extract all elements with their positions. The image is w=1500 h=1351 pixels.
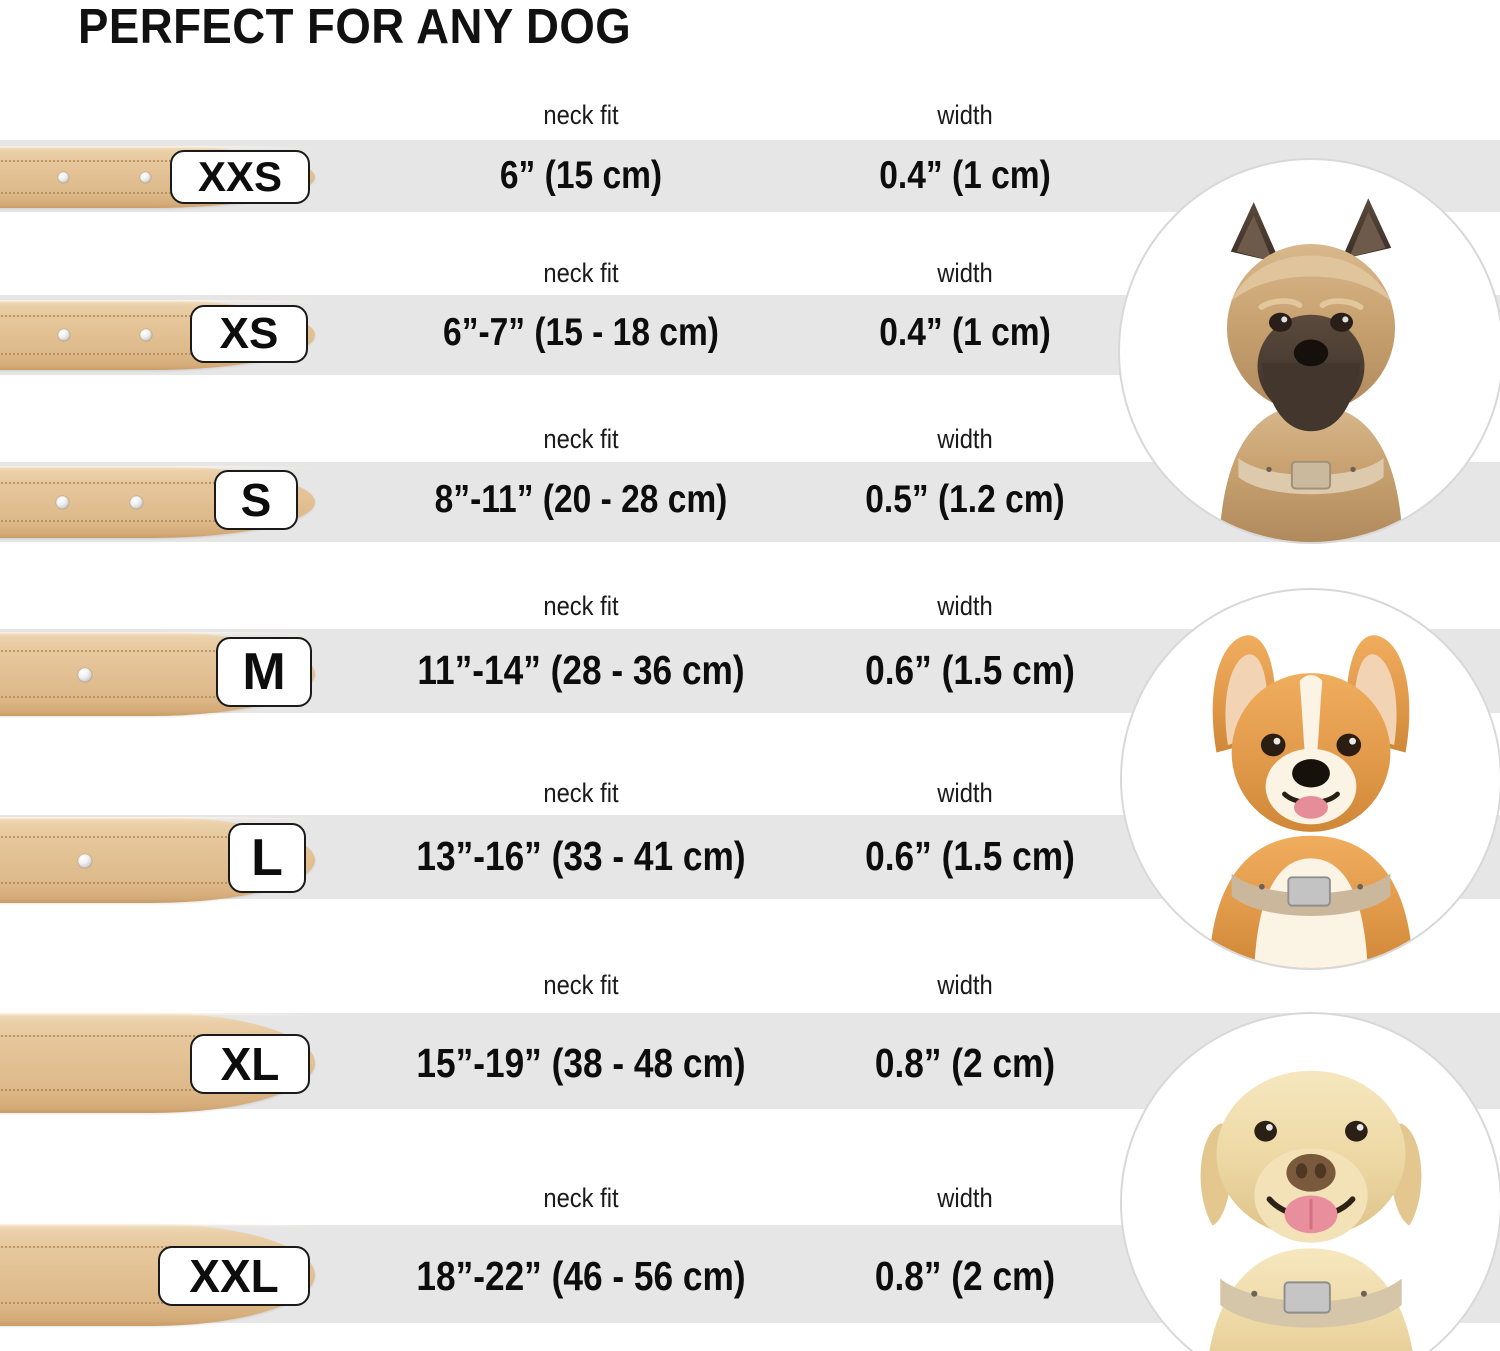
cell-width-xxs: 0.4” (1 cm)	[879, 154, 1051, 197]
column-header-neck-fit: neck fit	[543, 100, 619, 130]
collar-hole	[56, 496, 69, 509]
column-header-width: width	[937, 424, 993, 454]
collar-hole	[58, 329, 70, 341]
size-badge-m: M	[216, 637, 312, 707]
column-header-neck-fit: neck fit	[543, 778, 619, 808]
cell-neck-fit-m: 11”-14” (28 - 36 cm)	[417, 647, 745, 693]
size-badge-xs: XS	[190, 305, 308, 363]
cell-neck-fit-xl: 15”-19” (38 - 48 cm)	[416, 1040, 746, 1086]
cell-width-xl: 0.8” (2 cm)	[874, 1040, 1056, 1086]
collar-hole	[58, 172, 69, 183]
column-header-width: width	[937, 1183, 993, 1213]
column-header-width: width	[937, 258, 993, 288]
collar-hole	[140, 329, 152, 341]
page-title: PERFECT FOR ANY DOG	[78, 0, 632, 54]
collar-top-edge	[0, 1224, 315, 1227]
column-header-neck-fit: neck fit	[543, 258, 619, 288]
column-header-neck-fit: neck fit	[543, 424, 619, 454]
cell-neck-fit-xs: 6”-7” (15 - 18 cm)	[443, 311, 719, 354]
column-header-width: width	[937, 970, 993, 1000]
collar-hole	[130, 496, 143, 509]
collar-hole	[140, 172, 151, 183]
collar-top-edge	[0, 146, 315, 149]
column-header-width: width	[937, 591, 993, 621]
cell-neck-fit-xxs: 6” (15 cm)	[499, 154, 663, 197]
size-badge-xxl: XXL	[158, 1246, 310, 1306]
labrador-photo	[1120, 1012, 1500, 1351]
cell-width-l: 0.6” (1.5 cm)	[865, 833, 1075, 879]
cairn-terrier-illustration	[1219, 198, 1403, 542]
column-header-width: width	[937, 100, 993, 130]
cell-neck-fit-xxl: 18”-22” (46 - 56 cm)	[416, 1253, 746, 1299]
cell-neck-fit-s: 8”-11” (20 - 28 cm)	[434, 478, 728, 521]
column-header-neck-fit: neck fit	[543, 1183, 619, 1213]
corgi-photo	[1120, 588, 1500, 970]
collar-top-edge	[0, 1013, 315, 1016]
cell-width-s: 0.5” (1.2 cm)	[865, 478, 1065, 521]
corgi-illustration	[1208, 635, 1414, 968]
collar-top-edge	[0, 300, 315, 303]
size-badge-s: S	[214, 470, 298, 530]
column-header-width: width	[937, 778, 993, 808]
column-header-neck-fit: neck fit	[543, 970, 619, 1000]
size-badge-l: L	[228, 823, 306, 893]
column-header-neck-fit: neck fit	[543, 591, 619, 621]
cell-width-xs: 0.4” (1 cm)	[879, 311, 1051, 354]
collar-hole	[78, 668, 92, 682]
cell-neck-fit-l: 13”-16” (33 - 41 cm)	[416, 833, 746, 879]
collar-top-edge	[0, 817, 315, 820]
size-badge-xl: XL	[190, 1034, 310, 1094]
cell-width-m: 0.6” (1.5 cm)	[865, 647, 1075, 693]
size-badge-xxs: XXS	[170, 150, 310, 204]
collar-hole	[78, 854, 92, 868]
cell-width-xxl: 0.8” (2 cm)	[874, 1253, 1056, 1299]
collar-top-edge	[0, 466, 315, 469]
cairn-terrier-photo	[1118, 158, 1500, 544]
collar-top-edge	[0, 632, 315, 635]
labrador-illustration	[1200, 1070, 1422, 1351]
